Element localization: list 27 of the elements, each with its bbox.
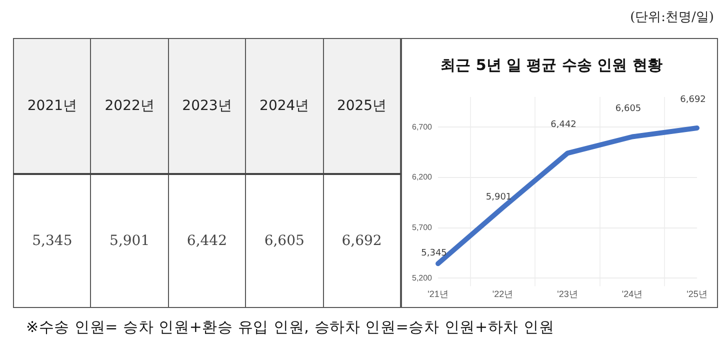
text: 2022년 bbox=[90, 38, 168, 174]
text: 5,901 bbox=[110, 233, 150, 249]
text: (단위:천명/일) bbox=[630, 9, 714, 26]
text: 6,692 bbox=[342, 233, 382, 249]
data-label: 6,442 bbox=[550, 120, 576, 130]
data-label: 5,345 bbox=[421, 248, 447, 259]
chart-title: 최근 5년 일 평균 수송 인원 현황 bbox=[440, 56, 662, 74]
text: 2025년 bbox=[323, 38, 400, 174]
y-tick-label: 6,200 bbox=[412, 172, 433, 182]
text: 5,345 bbox=[32, 233, 72, 249]
y-tick-label: 5,200 bbox=[412, 273, 433, 282]
y-tick-label: 5,700 bbox=[412, 223, 433, 232]
data-label: 6,605 bbox=[615, 104, 642, 114]
x-tick-label: '24년 bbox=[622, 289, 643, 300]
text: 6,442 bbox=[186, 233, 228, 249]
text: 2023년 bbox=[168, 38, 246, 174]
text: ※수송 인원= 승차 인원+환승 유입 인원, 승하차 인원=승차 인원+하차 인원 bbox=[26, 318, 554, 337]
data-label: 5,901 bbox=[486, 192, 512, 203]
y-tick-label: 6,700 bbox=[412, 122, 433, 132]
x-tick-label: '21년 bbox=[428, 289, 448, 300]
x-tick-label: '22년 bbox=[492, 289, 514, 300]
text: 6,605 bbox=[264, 233, 304, 249]
data-label: 6,692 bbox=[680, 95, 706, 106]
x-tick-label: '25년 bbox=[686, 289, 708, 300]
x-tick-label: '23년 bbox=[557, 289, 578, 300]
text: 2021년 bbox=[14, 38, 91, 174]
text: 2024년 bbox=[246, 38, 324, 174]
